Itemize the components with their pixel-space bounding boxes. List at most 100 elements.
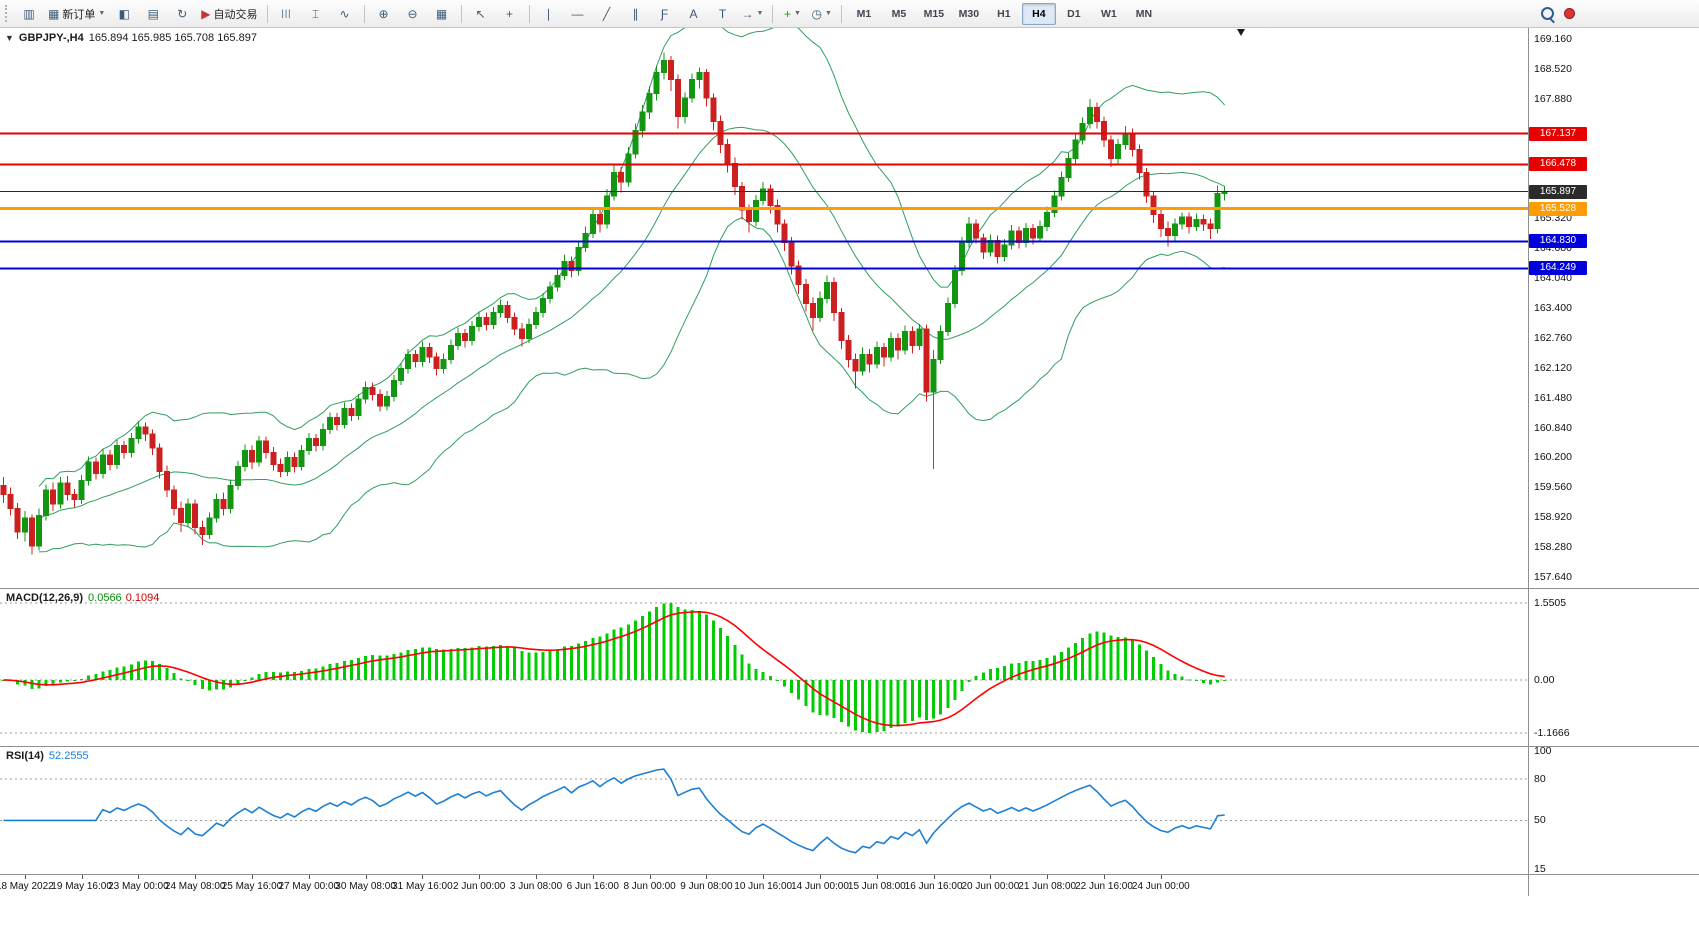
price-chart-pane[interactable]: ▼ GBPJPY-,H4 165.894 165.985 165.708 165…	[0, 28, 1699, 588]
time-axis-tick	[649, 875, 651, 879]
fibonacci-retracement-icon: Ƒ	[660, 6, 669, 21]
time-axis-label: 19 May 16:00	[51, 881, 112, 892]
bar-chart-icon: |||	[281, 8, 292, 18]
timeframe-m30-button[interactable]: M30	[958, 7, 980, 20]
price-tick-label: 169.160	[1534, 33, 1572, 46]
strategy-tester-icon: ↻	[177, 6, 188, 21]
symbol-name: GBPJPY-,H4	[18, 32, 84, 44]
line-chart-icon: ∿	[339, 6, 350, 21]
macd-signal-value: 0.1094	[125, 592, 160, 604]
zoom-in-icon: ⊕	[378, 6, 389, 21]
periods-icon-button[interactable]: ◷ ▼	[807, 2, 835, 26]
text-label-icon-button[interactable]: T	[709, 2, 737, 26]
timeframe-h1-button[interactable]: H1	[997, 7, 1011, 20]
toolbar-right-icons	[1541, 7, 1575, 20]
bar-chart-icon-button[interactable]: |||	[273, 2, 301, 26]
timeframe-w1-button[interactable]: W1	[1101, 7, 1117, 20]
current-price-badge: 165.897	[1529, 184, 1587, 199]
toolbar-separator	[528, 4, 530, 23]
symbol-info: ▼ GBPJPY-,H4 165.894 165.985 165.708 165…	[5, 32, 257, 44]
price-axis-divider[interactable]	[1528, 28, 1529, 896]
time-axis-tick	[1047, 875, 1049, 879]
macd-histogram	[2, 603, 1227, 733]
vertical-line-icon-button[interactable]: ∣	[535, 2, 563, 26]
macd-signal-line	[3, 610, 1225, 727]
price-tick-label: 168.520	[1534, 63, 1572, 76]
price-level-badge: 164.830	[1529, 234, 1587, 249]
auto-trading-icon: ▶	[201, 6, 211, 21]
price-level-badge: 166.478	[1529, 157, 1587, 172]
new-order-dropdown-icon[interactable]: ▼	[98, 10, 106, 17]
navigator-icon-button[interactable]: ▤	[139, 2, 167, 26]
arrow-tools-icon: →	[741, 6, 754, 21]
time-axis-label: 18 May 2022	[0, 881, 54, 892]
time-axis-tick	[24, 875, 26, 879]
price-tick-label: 163.400	[1534, 302, 1572, 314]
rsi-indicator-pane[interactable]: RSI(14) 52.2555 100 80 50 15	[0, 745, 1699, 875]
arrow-tools-icon-button[interactable]: → ▼	[738, 2, 768, 26]
timeframe-h4-button[interactable]: H4	[1021, 2, 1056, 25]
price-tick-label: 160.840	[1534, 421, 1572, 434]
timeframe-m5-button[interactable]: M5	[891, 7, 907, 20]
macd-canvas[interactable]	[0, 589, 1528, 747]
rsi-value: 52.2555	[48, 750, 89, 762]
fibonacci-retracement-icon-button[interactable]: Ƒ	[651, 2, 679, 26]
text-label-icon: T	[718, 6, 727, 21]
one-click-trading-icon[interactable]: ▼	[5, 33, 14, 43]
strategy-tester-icon-button[interactable]: ↻	[168, 2, 196, 26]
rsi-canvas[interactable]	[0, 747, 1528, 875]
time-axis-tick	[479, 875, 481, 879]
time-axis-tick	[195, 875, 197, 879]
timeframe-mn-button[interactable]: MN	[1135, 7, 1153, 20]
text-icon: A	[689, 6, 698, 21]
cursor-icon-button[interactable]: ↖	[467, 2, 495, 26]
toolbar-separator	[266, 4, 268, 23]
line-chart-icon-button[interactable]: ∿	[331, 2, 359, 26]
price-level-badge: 164.249	[1529, 261, 1587, 276]
new-chart-icon-button[interactable]: ▥	[15, 2, 43, 26]
price-chart-canvas[interactable]	[0, 28, 1528, 588]
timeframe-m15-button[interactable]: M15	[923, 7, 945, 20]
auto-trading-button[interactable]: ▶ 自动交易	[197, 2, 261, 26]
time-axis-tick	[252, 875, 253, 879]
macd-main-value: 0.0566	[88, 592, 122, 604]
toolbar-grip[interactable]	[5, 5, 10, 22]
new-order-button[interactable]: ▦ 新订单 ▼	[44, 2, 109, 26]
candlestick-chart-icon-button[interactable]: ⌶	[302, 2, 330, 26]
bollinger-middle-band	[38, 126, 1225, 520]
macd-indicator-pane[interactable]: MACD(12,26,9) 0.0566 0.1094 1.5505 0.00 -1.1…	[0, 588, 1699, 746]
periods-dropdown-icon[interactable]: ▼	[824, 10, 832, 17]
rsi-scale-label: 15	[1534, 863, 1546, 875]
arrow-tools-dropdown-icon[interactable]: ▼	[756, 10, 764, 17]
crosshair-icon: +	[506, 6, 514, 21]
time-axis-tick	[763, 875, 765, 879]
zoom-out-icon-button[interactable]: ⊖	[399, 2, 427, 26]
trendline-icon-button[interactable]: ╱	[593, 2, 621, 26]
indicators-icon-button[interactable]: + ▼	[778, 2, 806, 26]
chart-shift-marker[interactable]	[1237, 29, 1245, 36]
trendline-icon: ╱	[602, 6, 611, 21]
rsi-scale-label: 100	[1534, 745, 1552, 757]
timeframe-m1-button[interactable]: M1	[856, 7, 872, 20]
time-axis[interactable]: 18 May 2022 19 May 16:00 23 May 00:00 24 Ma…	[0, 874, 1699, 896]
indicators-icon: +	[783, 6, 791, 21]
indicators-dropdown-icon[interactable]: ▼	[793, 10, 801, 17]
time-axis-label: 20 Jun 00:00	[961, 881, 1020, 892]
rsi-line	[3, 768, 1225, 854]
search-icon[interactable]	[1541, 7, 1554, 20]
toolbar-separator	[460, 4, 462, 23]
tile-windows-icon-button[interactable]: ▦	[428, 2, 456, 26]
time-axis-tick	[536, 875, 537, 879]
time-axis-label: 10 Jun 16:00	[734, 881, 793, 892]
time-axis-tick	[820, 875, 821, 879]
zoom-in-icon-button[interactable]: ⊕	[370, 2, 398, 26]
market-watch-icon-button[interactable]: ◧	[110, 2, 138, 26]
timeframe-d1-button[interactable]: D1	[1067, 7, 1081, 20]
equidistant-channel-icon-button[interactable]: ∥	[622, 2, 650, 26]
text-icon-button[interactable]: A	[680, 2, 708, 26]
horizontal-line-icon-button[interactable]: ―	[564, 2, 592, 26]
toolbar: ▥ ▦ 新订单 ▼ ◧ ▤ ↻ ▶ 自动交易 ||| ⌶ ∿ ⊕ ⊖ ▦ ↖ + ∣ ― ╱ ∥ Ƒ A T → ▼ + ▼ ◷ ▼ M1 M…	[0, 0, 1699, 28]
time-axis-tick	[422, 875, 424, 879]
crosshair-icon-button[interactable]: +	[496, 2, 524, 26]
time-axis-tick	[138, 875, 140, 879]
